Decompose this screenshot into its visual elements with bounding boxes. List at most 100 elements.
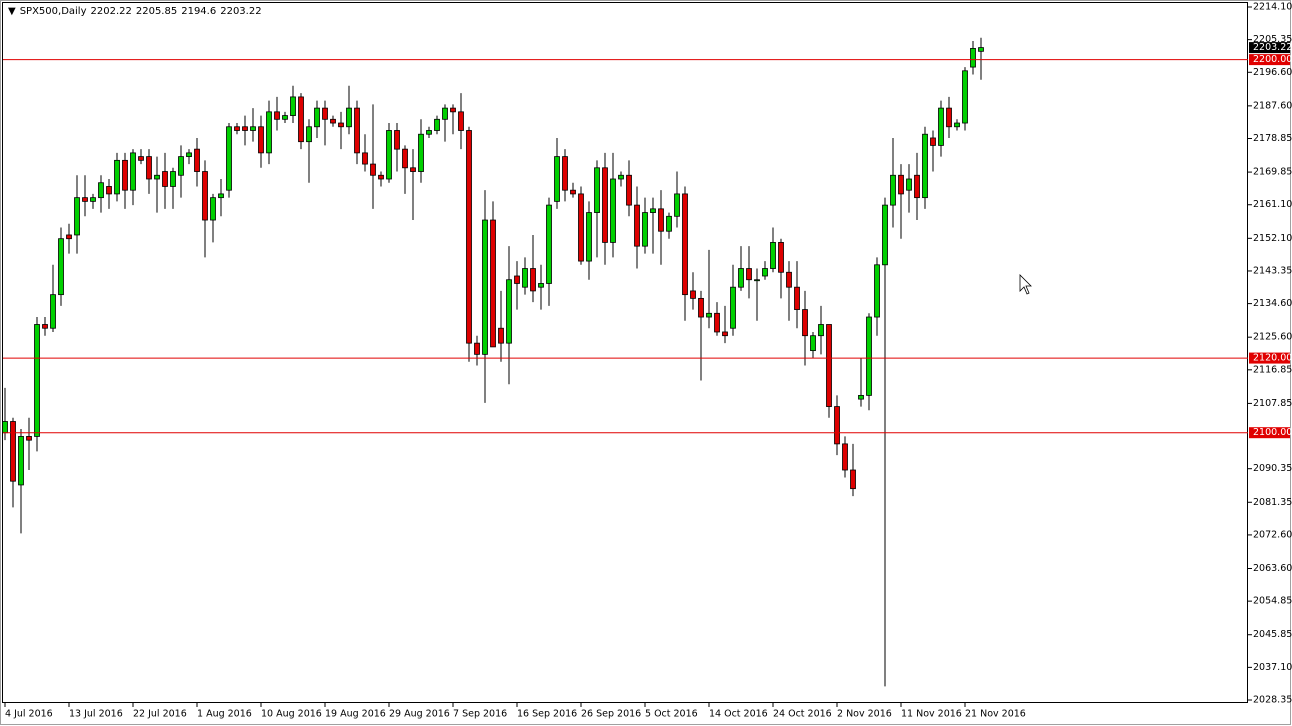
candle-body (650, 208, 656, 213)
candle-body (762, 268, 768, 277)
candle-body (370, 163, 376, 176)
candle-body (362, 152, 368, 165)
x-tick-label: 21 Nov 2016 (965, 709, 1026, 720)
candle-body (170, 171, 176, 187)
y-tick-label: 2028.35 (1253, 695, 1292, 706)
candle-body (642, 212, 648, 247)
mouse-cursor (1019, 274, 1032, 295)
candle-body (58, 238, 64, 296)
candle-body (418, 133, 424, 172)
candle-body (874, 264, 880, 318)
candle-body (306, 126, 312, 143)
last-low: 2194.6 (181, 6, 217, 17)
candle-body (258, 126, 264, 154)
candle-body (898, 174, 904, 195)
x-tick-label: 1 Aug 2016 (197, 709, 252, 720)
y-tick-label: 2178.85 (1253, 133, 1292, 144)
y-tick-label: 2196.60 (1253, 67, 1292, 78)
y-tick-label: 2116.85 (1253, 364, 1292, 375)
x-tick-label: 11 Nov 2016 (901, 709, 962, 720)
candle-body (890, 174, 896, 206)
candle-body (378, 174, 384, 180)
candle-body (562, 156, 568, 191)
candle-body (930, 137, 936, 146)
x-tick-label: 26 Sep 2016 (581, 709, 641, 720)
candle-body (122, 159, 128, 191)
candle-body (394, 130, 400, 150)
plot-frame (2, 2, 1248, 703)
candle-body (506, 279, 512, 344)
chart-header: ▼ SPX500,Daily 2202.22 2205.85 2194.6 2203.22 (8, 6, 266, 17)
candle-body (586, 212, 592, 262)
candle-body (946, 107, 952, 128)
candle-body (658, 208, 664, 232)
candle-body (266, 111, 272, 154)
candle-body (522, 268, 528, 288)
candle-body (810, 335, 816, 352)
candle-body (770, 242, 776, 269)
candle-body (138, 156, 144, 161)
candle-body (186, 152, 192, 158)
candle-body (282, 115, 288, 120)
y-tick-label: 2125.60 (1253, 332, 1292, 343)
x-tick-label: 13 Jul 2016 (69, 709, 123, 720)
candle-body (786, 271, 792, 288)
candle-body (210, 197, 216, 221)
candle-body (34, 324, 40, 437)
candle-body (970, 48, 976, 68)
x-tick-label: 16 Sep 2016 (517, 709, 577, 720)
candle-body (346, 107, 352, 128)
candle-body (530, 268, 536, 292)
candle-body (434, 118, 440, 131)
x-tick-label: 4 Jul 2016 (5, 709, 53, 720)
y-tick-label: 2205.35 (1253, 34, 1292, 45)
candle-body (250, 126, 256, 131)
candle-body (882, 204, 888, 266)
y-tick-label: 2054.85 (1253, 596, 1292, 607)
candle-body (226, 126, 232, 191)
candle-body (322, 107, 328, 120)
candle-body (858, 394, 864, 400)
current-price-label: 2203.22 (1253, 42, 1292, 53)
y-tick-label: 2214.10 (1253, 1, 1292, 12)
candle-body (466, 130, 472, 344)
y-tick-label: 2187.60 (1253, 100, 1292, 111)
current-price-box (1249, 42, 1290, 54)
candle-body (66, 234, 72, 240)
candle-body (10, 421, 16, 482)
candle-body (850, 469, 856, 490)
y-tick-label: 2045.85 (1253, 629, 1292, 640)
collapse-icon[interactable]: ▼ (8, 6, 16, 17)
candle-body (626, 174, 632, 206)
candle-body (802, 309, 808, 337)
hline-price-box (1249, 54, 1290, 66)
y-tick-label: 2090.35 (1253, 463, 1292, 474)
candle-body (730, 286, 736, 329)
candle-body (778, 242, 784, 273)
candle-body (82, 197, 88, 202)
candle-body (690, 290, 696, 299)
candle-body (682, 193, 688, 296)
candle-body (834, 406, 840, 445)
x-tick-label: 10 Aug 2016 (261, 709, 322, 720)
y-tick-label: 2134.60 (1253, 298, 1292, 309)
candle-body (706, 312, 712, 318)
x-tick-label: 7 Sep 2016 (453, 709, 507, 720)
x-tick-label: 22 Jul 2016 (133, 709, 187, 720)
candle-body (74, 197, 80, 236)
candle-body (410, 167, 416, 172)
last-high: 2205.85 (135, 6, 178, 17)
candle-body (26, 436, 32, 441)
candle-body (98, 182, 104, 199)
candle-body (578, 193, 584, 262)
candle-body (338, 122, 344, 128)
candle-body (50, 294, 56, 329)
candle-body (482, 219, 488, 355)
candle-body (330, 118, 336, 124)
candle-body (498, 327, 504, 344)
x-tick-label: 14 Oct 2016 (709, 709, 768, 720)
y-tick-label: 2152.10 (1253, 233, 1292, 244)
candle-body (938, 107, 944, 146)
candle-body (962, 70, 968, 124)
candle-body (242, 126, 248, 131)
